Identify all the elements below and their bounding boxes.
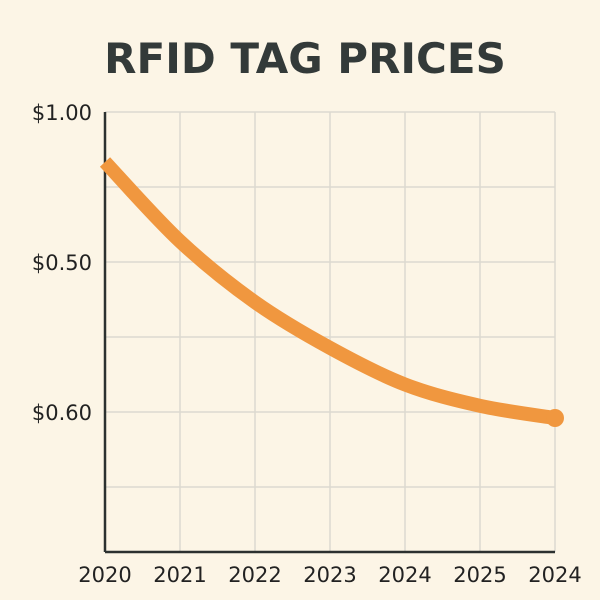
x-tick-label: 2024: [378, 563, 431, 587]
data-series: [99, 157, 564, 427]
x-tick-label: 2020: [78, 563, 131, 587]
data-point: [179, 240, 181, 242]
chart-title: RFID TAG PRICES: [104, 34, 506, 83]
end-marker: [546, 409, 564, 427]
data-point: [254, 301, 256, 303]
data-point: [404, 383, 406, 385]
series-line: [99, 157, 557, 425]
axes: [103, 112, 555, 554]
grid: [105, 111, 556, 552]
x-tick-labels: 2020 2021 2022 2023 2024 2025 2024: [78, 563, 581, 587]
data-point: [104, 161, 106, 163]
y-tick-label: $0.50: [32, 251, 92, 275]
y-tick-labels: $1.00 $0.50 $0.60: [32, 101, 92, 425]
x-tick-label: 2022: [228, 563, 281, 587]
data-point: [479, 405, 481, 407]
x-tick-label: 2023: [303, 563, 356, 587]
x-tick-label: 2025: [453, 563, 506, 587]
y-tick-label: $1.00: [32, 101, 92, 125]
y-tick-label: $0.60: [32, 401, 92, 425]
x-tick-label: 2024: [528, 563, 581, 587]
data-point: [329, 347, 331, 349]
x-tick-label: 2021: [153, 563, 206, 587]
